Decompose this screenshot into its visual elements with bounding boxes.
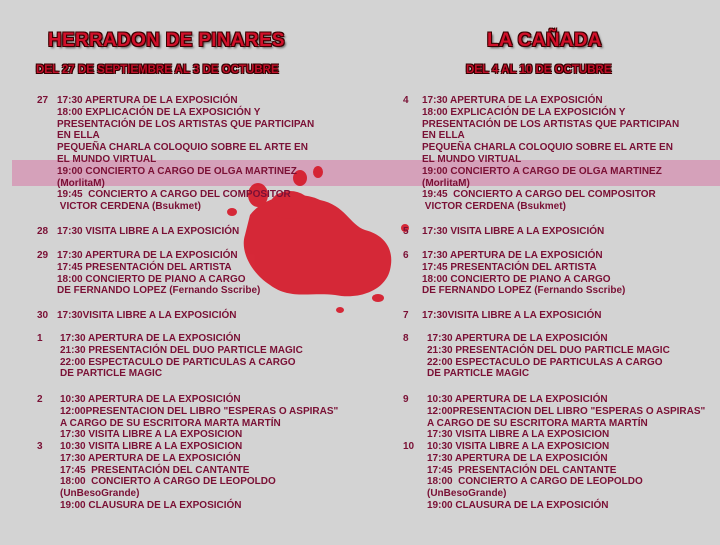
day-number: 9: [403, 394, 409, 405]
event-line: (UnBesoGrande): [427, 488, 507, 500]
event-line: 17:30 VISITA LIBRE A LA EXPOSICION: [60, 429, 243, 441]
event-line: 17:30 APERTURA DE LA EXPOSICIÓN: [422, 95, 603, 106]
day-number: 1: [37, 333, 43, 344]
event-line: 19:00 CONCIERTO A CARGO DE OLGA MARTINEZ: [57, 165, 297, 177]
event-line: 18:00 CONCIERTO DE PIANO A CARGO: [57, 273, 246, 285]
event-line: 19:45 CONCIERTO A CARGO DEL COMPOSITOR: [57, 189, 291, 201]
day-number: 2: [37, 394, 43, 405]
event-line: 22:00 ESPECTACULO DE PARTICULAS A CARGO: [427, 356, 663, 368]
event-line: (MorlitaM): [57, 177, 105, 189]
day-number: 8: [403, 333, 409, 344]
event-line: 17:30 APERTURA DE LA EXPOSICIÓN: [60, 452, 241, 464]
day-number: 28: [37, 226, 49, 237]
event-line: EN ELLA: [422, 130, 465, 142]
venue-title: LA CAÑADA: [487, 30, 602, 51]
event-line: DE FERNANDO LOPEZ (Fernando Sscribe): [57, 285, 261, 297]
event-line: 10:30 APERTURA DE LA EXPOSICIÓN: [60, 394, 241, 405]
event-line: (MorlitaM): [422, 177, 470, 189]
event-line: VICTOR CERDENA (Bsukmet): [422, 201, 566, 213]
event-line: DE FERNANDO LOPEZ (Fernando Sscribe): [422, 285, 626, 297]
event-line: 17:30 APERTURA DE LA EXPOSICIÓN: [427, 333, 608, 344]
event-line: 17:45 PRESENTACIÓN DEL CANTANTE: [427, 464, 617, 476]
event-line: EL MUNDO VIRTUAL: [57, 153, 157, 165]
event-line: A CARGO DE SU ESCRITORA MARTA MARTÍN: [427, 417, 648, 429]
event-line: 21:30 PRESENTACIÓN DEL DUO PARTICLE MAGI…: [427, 344, 670, 356]
day-number: 10: [403, 441, 415, 452]
event-line: 19:45 CONCIERTO A CARGO DEL COMPOSITOR: [422, 189, 656, 201]
event-line: PRESENTACIÓN DE LOS ARTISTAS QUE PARTICI…: [57, 118, 315, 130]
event-line: 17:30VISITA LIBRE A LA EXPOSICIÓN: [422, 310, 602, 321]
event-line: 22:00 ESPECTACULO DE PARTICULAS A CARGO: [60, 356, 296, 368]
event-line: 18:00 CONCIERTO A CARGO DE LEOPOLDO: [60, 476, 276, 488]
event-line: 19:00 CONCIERTO A CARGO DE OLGA MARTINEZ: [422, 165, 662, 177]
day-number: 29: [37, 250, 49, 261]
event-line: 18:00 CONCIERTO A CARGO DE LEOPOLDO: [427, 476, 643, 488]
event-line: PEQUEÑA CHARLA COLOQUIO SOBRE EL ARTE EN: [422, 142, 673, 154]
event-line: DE PARTICLE MAGIC: [60, 368, 163, 380]
date-range: DEL 27 DE SEPTIEMBRE AL 3 DE OCTUBRE: [36, 64, 279, 76]
day-number: 5: [403, 226, 409, 237]
event-line: 17:45 PRESENTACIÓN DEL ARTISTA: [57, 261, 232, 273]
event-line: 12:00PRESENTACION DEL LIBRO "ESPERAS O A…: [60, 405, 339, 417]
event-line: A CARGO DE SU ESCRITORA MARTA MARTÍN: [60, 417, 281, 429]
event-line: 17:30 VISITA LIBRE A LA EXPOSICION: [427, 429, 610, 441]
event-line: 18:00 CONCIERTO DE PIANO A CARGO: [422, 273, 611, 285]
event-line: 10:30 VISITA LIBRE A LA EXPOSICION: [60, 441, 243, 452]
date-range: DEL 4 AL 10 DE OCTUBRE: [466, 64, 612, 76]
event-line: PRESENTACIÓN DE LOS ARTISTAS QUE PARTICI…: [422, 118, 680, 130]
event-line: 10:30 APERTURA DE LA EXPOSICIÓN: [427, 394, 608, 405]
day-number: 27: [37, 95, 49, 106]
highlight-band: [12, 160, 720, 186]
event-line: 17:30 APERTURA DE LA EXPOSICIÓN: [427, 452, 608, 464]
day-number: 6: [403, 250, 409, 261]
event-line: 17:30 APERTURA DE LA EXPOSICIÓN: [422, 250, 603, 261]
day-number: 3: [37, 441, 43, 452]
event-line: 21:30 PRESENTACIÓN DEL DUO PARTICLE MAGI…: [60, 344, 303, 356]
event-line: 19:00 CLAUSURA DE LA EXPOSICIÓN: [427, 499, 609, 511]
event-line: 10:30 VISITA LIBRE A LA EXPOSICION: [427, 441, 610, 452]
day-number: 7: [403, 310, 409, 321]
event-line: 17:30VISITA LIBRE A LA EXPOSICIÓN: [57, 310, 237, 321]
event-line: 17:30 VISITA LIBRE A LA EXPOSICIÓN: [422, 226, 605, 237]
event-line: (UnBesoGrande): [60, 488, 140, 500]
event-line: 17:45 PRESENTACIÓN DEL CANTANTE: [60, 464, 250, 476]
event-line: 19:00 CLAUSURA DE LA EXPOSICIÓN: [60, 499, 242, 511]
event-line: EN ELLA: [57, 130, 100, 142]
event-line: 18:00 EXPLICACIÓN DE LA EXPOSICIÓN Y: [422, 106, 626, 118]
event-line: 17:30 VISITA LIBRE A LA EXPOSICIÓN: [57, 226, 240, 237]
event-line: VICTOR CERDENA (Bsukmet): [57, 201, 201, 213]
day-number: 4: [403, 95, 409, 106]
event-line: DE PARTICLE MAGIC: [427, 368, 530, 380]
event-line: 17:30 APERTURA DE LA EXPOSICIÓN: [60, 333, 241, 344]
event-line: EL MUNDO VIRTUAL: [422, 153, 522, 165]
event-line: 12:00PRESENTACION DEL LIBRO "ESPERAS O A…: [427, 405, 706, 417]
event-line: 17:45 PRESENTACIÓN DEL ARTISTA: [422, 261, 597, 273]
day-number: 30: [37, 310, 49, 321]
event-line: PEQUEÑA CHARLA COLOQUIO SOBRE EL ARTE EN: [57, 142, 308, 154]
venue-title: HERRADON DE PINARES: [48, 30, 285, 51]
event-line: 17:30 APERTURA DE LA EXPOSICIÓN: [57, 250, 238, 261]
event-line: 18:00 EXPLICACIÓN DE LA EXPOSICIÓN Y: [57, 106, 261, 118]
event-line: 17:30 APERTURA DE LA EXPOSICIÓN: [57, 95, 238, 106]
